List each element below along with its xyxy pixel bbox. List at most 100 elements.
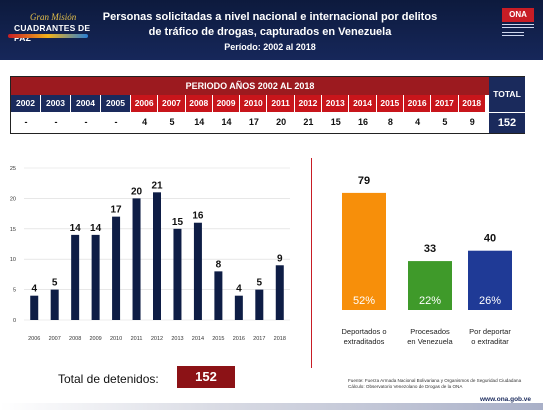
y-tick-label: 15	[10, 227, 16, 233]
bar	[275, 265, 284, 320]
bar-value-label: 20	[131, 186, 143, 197]
total-value-cell: 152	[489, 112, 525, 133]
year-header-cell: 2004	[71, 95, 101, 112]
bar-value-label: 21	[151, 180, 163, 191]
year-header-cell: 2018	[458, 95, 486, 112]
bar	[214, 271, 223, 320]
bar-value-label: 17	[111, 205, 123, 216]
year-value-cell: 16	[358, 117, 369, 127]
year-value-cell: 15	[330, 117, 341, 127]
year-header-cell: 2013	[322, 95, 350, 112]
source-line-2: Cálculo: Observatorio Venezolano de Drog…	[348, 384, 463, 389]
x-tick-label: 2018	[274, 336, 286, 342]
bar	[408, 261, 452, 310]
ona-logo-text-lines	[502, 24, 534, 30]
x-tick-label: 2012	[151, 336, 163, 342]
year-header-cell: 2006	[131, 95, 159, 112]
bar-percent-label: 22%	[419, 295, 441, 307]
status-breakdown-bar-chart: 79 52% Deportados o extraditados 33 22% Proces…	[341, 175, 512, 346]
year-header-cell: 2003	[41, 95, 71, 112]
year-header-cell: 2010	[240, 95, 268, 112]
bar-value-label: 14	[70, 223, 82, 234]
bar-value-label: 14	[90, 223, 102, 234]
year-value-cell: -	[24, 117, 28, 127]
bar-value-label: 79	[358, 175, 370, 187]
logo-swoosh-icon	[8, 34, 88, 38]
year-value-cell: 14	[194, 117, 205, 127]
x-category-label: Procesados en Venezuela	[407, 327, 453, 346]
values-row: - - - - 4 5 14 14 17 20 21 15 16 8 4 5 9	[11, 112, 489, 133]
bar-value-label: 9	[277, 253, 283, 264]
x-tick-label: 2013	[171, 336, 183, 342]
year-value-cell: 4	[142, 117, 148, 127]
report-header: Gran Misión CUADRANTES DE PAZ Personas s…	[0, 0, 543, 60]
bar-value-label: 16	[192, 211, 204, 222]
period-header: PERIODO AÑOS 2002 AL 2018	[11, 77, 489, 95]
year-header-cell: 2017	[431, 95, 459, 112]
years-header-row: 2002 2003 2004 2005 2006 2007 2008 2009 2010 2011…	[11, 95, 489, 112]
yearly-captures-bar-chart: 0 5 10 15 20 25 4 2006 5 2007 14 2008 14 2009 17 2010 20…	[10, 166, 290, 342]
bar-value-label: 8	[216, 259, 222, 270]
ona-logo: ONA	[502, 8, 534, 46]
logo-left-subtitle: Gran Misión	[30, 12, 77, 22]
bar-value-label: 5	[257, 278, 263, 289]
year-header-cell: 2011	[267, 95, 295, 112]
y-tick-label: 10	[10, 257, 16, 263]
x-tick-label: 2011	[131, 336, 143, 342]
year-header-cell: 2015	[376, 95, 404, 112]
year-value-cell: 5	[169, 117, 175, 127]
bar	[30, 295, 39, 320]
total-header: TOTAL	[489, 77, 525, 112]
logo-left-title: CUADRANTES DE PAZ	[14, 23, 91, 43]
year-header-cell: 2002	[11, 95, 41, 112]
cuadrantes-de-paz-logo: Gran Misión CUADRANTES DE PAZ	[8, 8, 92, 43]
bottom-band	[0, 403, 543, 410]
x-category-label: Deportados o extraditados	[341, 327, 386, 346]
bar-value-label: 4	[236, 284, 242, 295]
bar	[342, 192, 386, 310]
year-header-cell: 2009	[212, 95, 241, 112]
x-tick-label: 2007	[49, 336, 61, 342]
website-link[interactable]: www.ona.gob.ve	[480, 396, 532, 403]
bar-value-label: 40	[484, 233, 496, 245]
bar-percent-label: 26%	[479, 295, 501, 307]
year-header-cell: 2014	[349, 95, 377, 112]
bar-value-label: 15	[172, 217, 184, 228]
bar-value-label: 4	[31, 284, 37, 295]
bar	[468, 250, 512, 310]
year-header-cell: 2016	[403, 95, 432, 112]
y-tick-label: 25	[10, 166, 16, 172]
bar	[91, 234, 100, 320]
summary-table: PERIODO AÑOS 2002 AL 2018 2002 2003 2004 20…	[10, 76, 525, 134]
year-value-cell: 17	[248, 117, 259, 127]
year-value-cell: 8	[387, 117, 393, 127]
bar	[255, 289, 264, 320]
bar	[153, 192, 161, 320]
bar	[132, 198, 141, 320]
y-tick-label: 0	[13, 318, 16, 324]
bar-value-label: 33	[424, 243, 436, 255]
bar-percent-label: 52%	[353, 295, 375, 307]
title-line-1: Personas solicitadas a nivel nacional e …	[102, 11, 438, 23]
ona-badge: ONA	[502, 8, 534, 22]
bar	[50, 289, 59, 320]
year-header-cell: 2012	[294, 95, 323, 112]
year-value-cell: 20	[276, 117, 287, 127]
x-tick-label: 2009	[89, 336, 101, 342]
year-value-cell: -	[54, 117, 58, 127]
source-note: Fuente: Fuerza Armada Nacional Bolivaria…	[348, 378, 533, 390]
x-tick-label: 2010	[110, 336, 122, 342]
x-tick-label: 2014	[192, 336, 204, 342]
x-tick-label: 2006	[28, 336, 40, 342]
x-tick-label: 2008	[69, 336, 81, 342]
year-value-cell: 4	[415, 117, 421, 127]
x-category-label: Por deportar o extraditar	[469, 327, 511, 346]
report-title: Personas solicitadas a nivel nacional e …	[100, 10, 440, 54]
total-detained-value: 152	[177, 366, 235, 388]
year-value-cell: 5	[442, 117, 448, 127]
bar-value-label: 5	[52, 278, 58, 289]
year-header-cell: 2008	[185, 95, 213, 112]
x-tick-label: 2015	[212, 336, 224, 342]
ona-logo-text-lines-2	[502, 32, 524, 38]
bar	[71, 234, 80, 320]
